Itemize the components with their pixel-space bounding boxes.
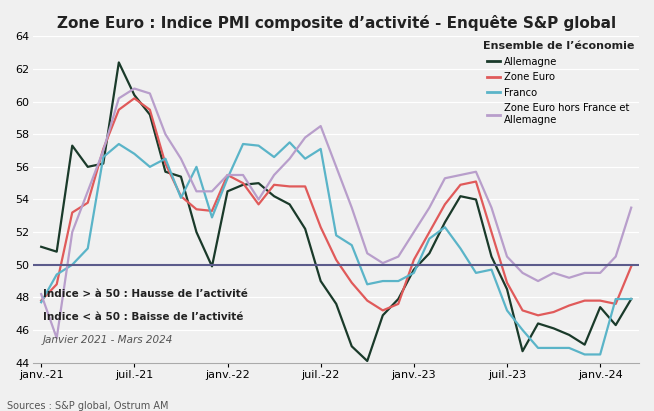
Title: Zone Euro : Indice PMI composite d’activité - Enquête S&P global: Zone Euro : Indice PMI composite d’activ… [57,15,616,31]
Legend: Allemagne, Zone Euro, Franco, Zone Euro hors France et
Allemagne: Allemagne, Zone Euro, Franco, Zone Euro … [483,42,634,125]
Text: Sources : S&P global, Ostrum AM: Sources : S&P global, Ostrum AM [7,401,168,411]
Text: Indice > à 50 : Hausse de l’activité: Indice > à 50 : Hausse de l’activité [43,289,247,299]
Text: Indice < à 50 : Baisse de l’activité: Indice < à 50 : Baisse de l’activité [43,312,243,322]
Text: Janvier 2021 - Mars 2024: Janvier 2021 - Mars 2024 [43,335,173,345]
